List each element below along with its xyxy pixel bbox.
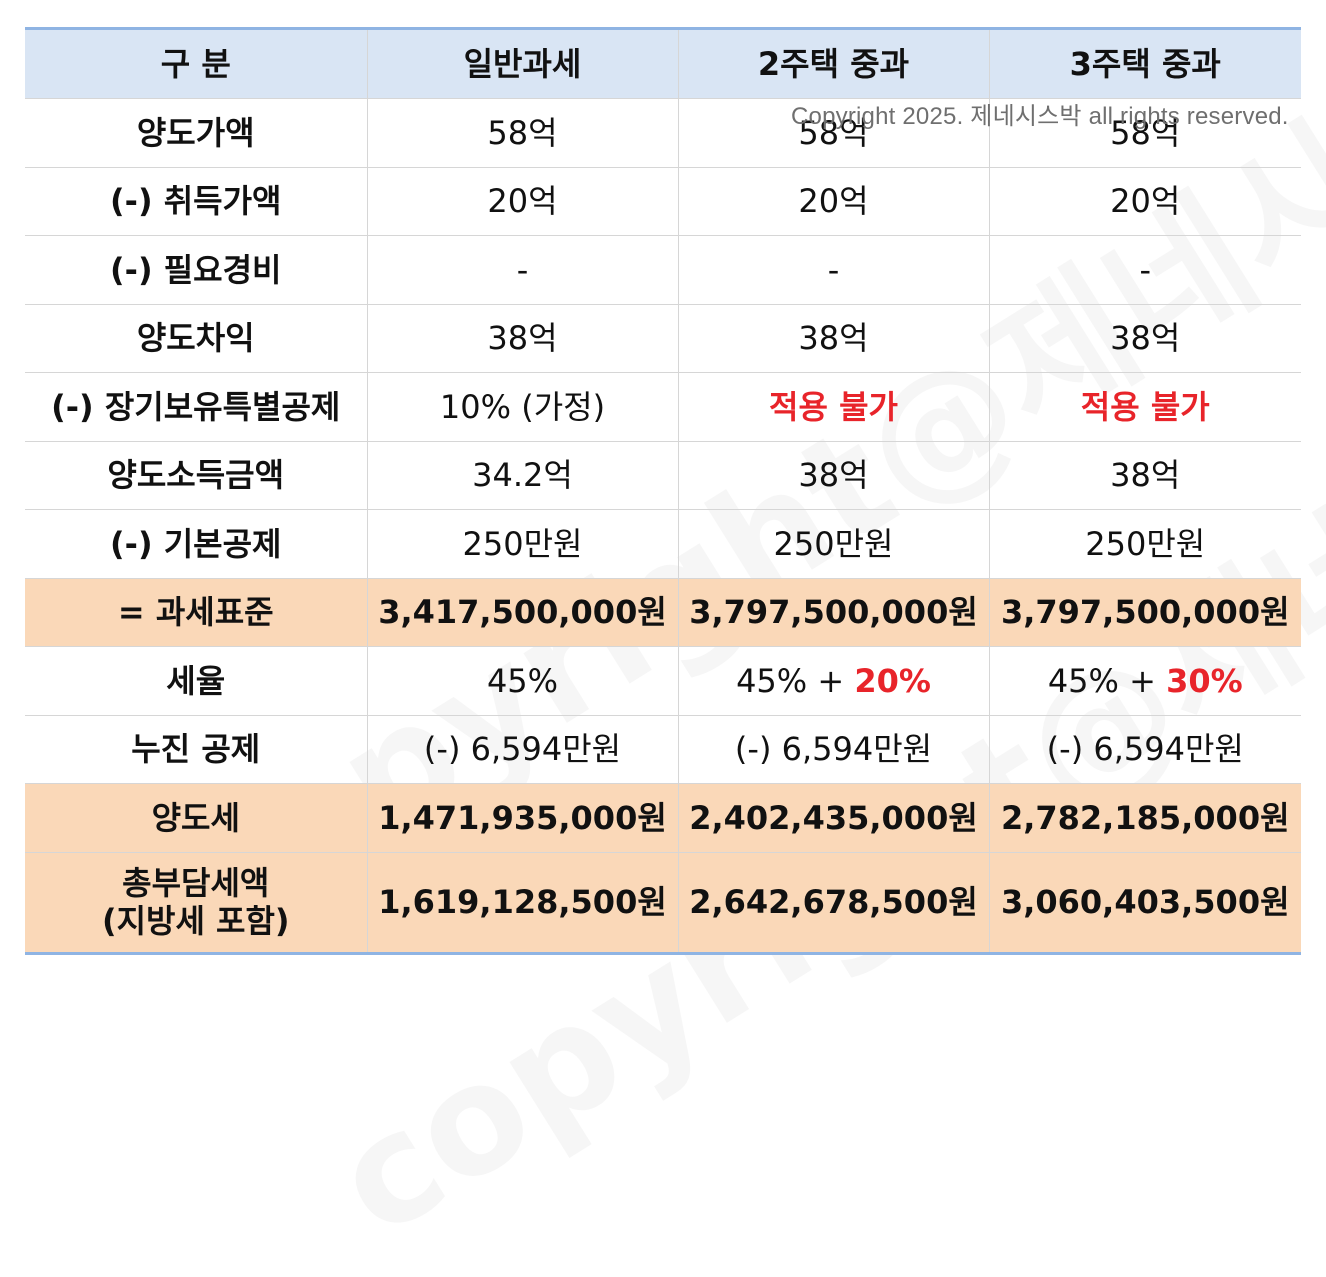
row-label: 양도차익 [25,304,367,373]
base-rate: 45% + [736,661,855,700]
table-cell: 20억 [677,167,989,236]
header-general-tax: 일반과세 [366,28,678,99]
base-rate: 45% + [1047,661,1167,700]
surcharge-rate: 30% [1166,661,1243,700]
not-applicable-cell: 적용 불가 [988,372,1301,442]
table-cell: 1,619,128,500원 [366,852,678,954]
table-row-highlight: 총부담세액 (지방세 포함) 1,619,128,500원 2,642,678,5… [25,852,1301,954]
table-row: 양도차익 38억 38억 38억 [25,304,1301,373]
table-row: (-) 취득가액 20억 20억 20억 [25,167,1301,236]
row-label: 양도소득금액 [25,441,367,510]
table-cell: 20억 [988,167,1301,236]
table-cell: - [988,235,1301,305]
table-cell: 45% [366,646,678,716]
table-cell: - [366,235,678,305]
row-label: 누진 공제 [25,715,367,784]
table-row-highlight: = 과세표준 3,417,500,000원 3,797,500,000원 3,7… [25,578,1301,647]
table-cell: 58억 [677,98,989,168]
table-cell: 38억 [677,441,989,510]
row-label: (-) 취득가액 [25,167,367,236]
header-three-house-surcharge: 3주택 중과 [988,28,1301,99]
table-cell: 45% + 30% [988,646,1301,716]
table-cell: 58억 [988,98,1301,168]
table-cell: 38억 [988,304,1301,373]
header-category: 구 분 [25,28,367,99]
table-cell: (-) 6,594만원 [988,715,1301,784]
table-row: (-) 기본공제 250만원 250만원 250만원 [25,509,1301,579]
table-cell: 10% (가정) [366,372,678,442]
table-row-highlight: 양도세 1,471,935,000원 2,402,435,000원 2,782,… [25,783,1301,853]
table-cell: (-) 6,594만원 [677,715,989,784]
table-cell: 2,642,678,500원 [677,852,989,954]
table-cell: 3,417,500,000원 [366,578,678,647]
table-header-row: 구 분 일반과세 2주택 중과 3주택 중과 [25,28,1301,99]
table-row: 누진 공제 (-) 6,594만원 (-) 6,594만원 (-) 6,594만… [25,715,1301,784]
table-row: 양도소득금액 34.2억 38억 38억 [25,441,1301,510]
row-label-line: (지방세 포함) [101,902,290,940]
table-row: (-) 필요경비 - - - [25,235,1301,305]
row-label: (-) 필요경비 [25,235,367,305]
table-cell: 3,797,500,000원 [988,578,1301,647]
row-label-line: 총부담세액 [122,863,270,902]
table-cell: 38억 [988,441,1301,510]
table-cell: 58억 [366,98,678,168]
table-row: (-) 장기보유특별공제 10% (가정) 적용 불가 적용 불가 [25,372,1301,442]
table-cell: 250만원 [988,509,1301,579]
row-label: = 과세표준 [25,578,367,647]
table-cell: 20억 [366,167,678,236]
row-label: 세율 [25,646,367,716]
surcharge-rate: 20% [854,661,931,700]
table-cell: 1,471,935,000원 [366,783,678,853]
row-label: 양도가액 [25,98,367,168]
not-applicable-cell: 적용 불가 [677,372,989,442]
table-cell: 3,797,500,000원 [677,578,989,647]
table-cell: 2,782,185,000원 [988,783,1301,853]
table-cell: - [677,235,989,305]
table-row: 세율 45% 45% + 20% 45% + 30% [25,646,1301,716]
row-label: 총부담세액 (지방세 포함) [25,852,367,954]
copyright-notice: Copyright 2025. 제네시스박 all rights reserve… [791,103,1289,130]
table-cell: 38억 [366,304,678,373]
table-cell: 3,060,403,500원 [988,852,1301,954]
row-label: 양도세 [25,783,367,853]
table-cell: 250만원 [677,509,989,579]
table-cell: 45% + 20% [677,646,989,716]
table-cell: 34.2억 [366,441,678,510]
table-cell: (-) 6,594만원 [366,715,678,784]
table-cell: 2,402,435,000원 [677,783,989,853]
table-row: 양도가액 58억 58억 58억 [25,98,1301,168]
row-label: (-) 기본공제 [25,509,367,579]
header-two-house-surcharge: 2주택 중과 [677,28,989,99]
row-label: (-) 장기보유특별공제 [25,372,367,442]
tax-comparison-table: 구 분 일반과세 2주택 중과 3주택 중과 양도가액 58억 58억 58억 … [25,27,1301,955]
table-cell: 38억 [677,304,989,373]
table-cell: 250만원 [366,509,678,579]
